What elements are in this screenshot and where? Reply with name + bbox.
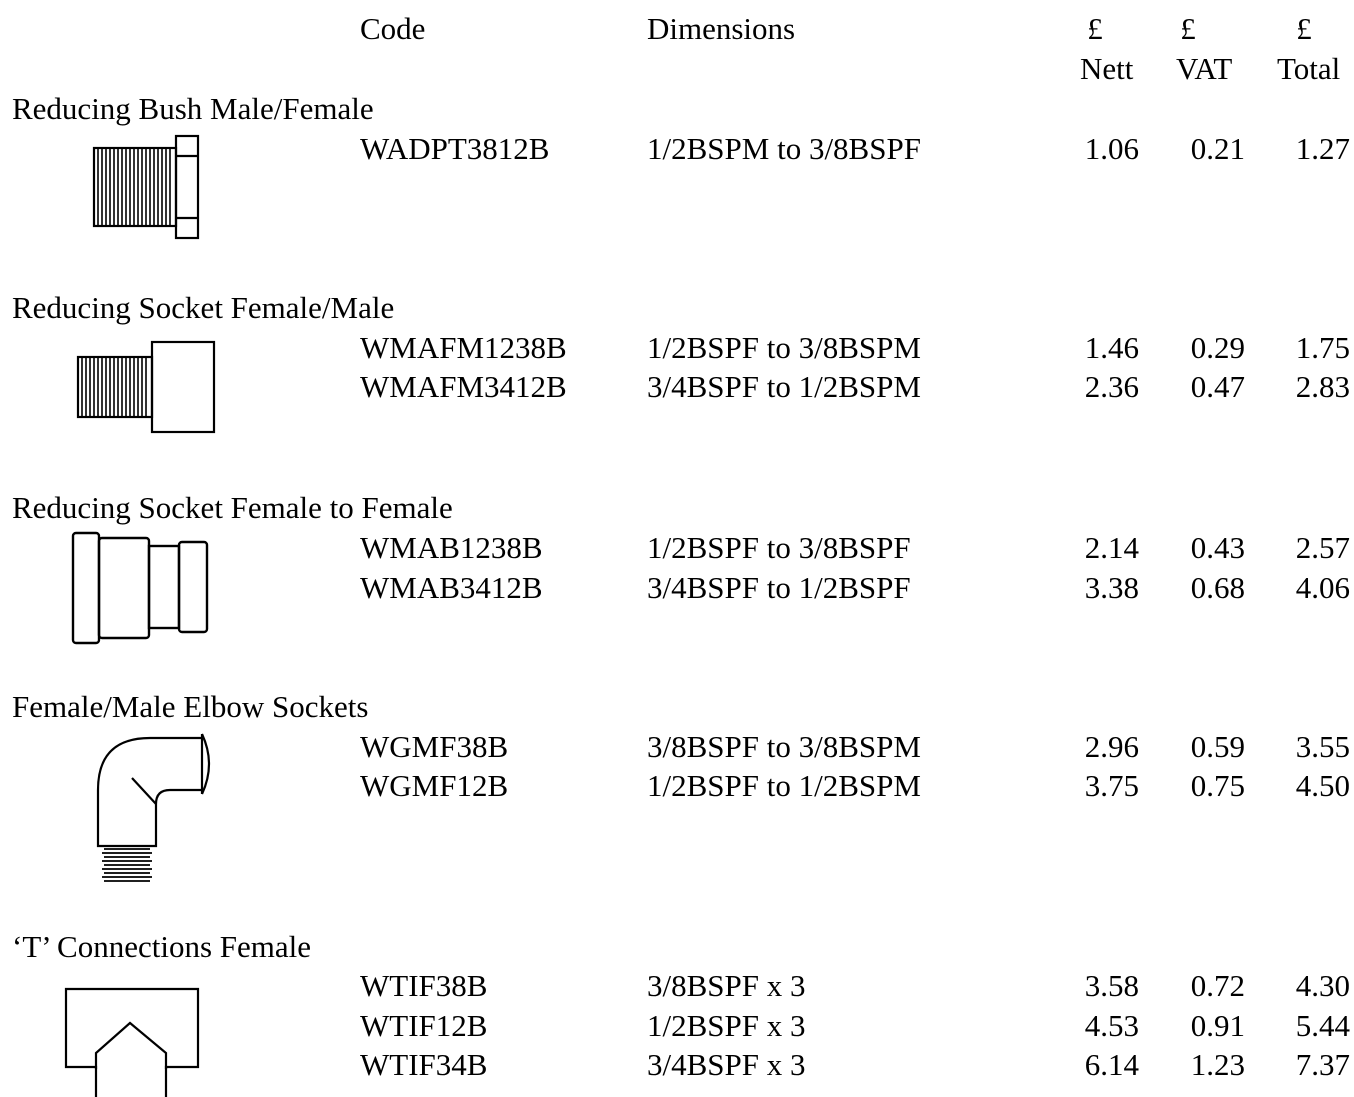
product-dimensions: 1/2BSPF to 3/8BSPF <box>647 530 911 565</box>
total-price: 4.50 <box>1295 768 1350 803</box>
vat-amount: 0.68 <box>1190 570 1245 605</box>
total-price: 4.06 <box>1295 570 1350 605</box>
product-dimensions: 3/4BSPF x 3 <box>647 1047 806 1082</box>
nett-price: 4.53 <box>1084 1008 1139 1043</box>
vat-header: VAT <box>1176 51 1233 86</box>
reducing-socket-female-icon <box>71 531 209 645</box>
vat-amount: 0.43 <box>1190 530 1245 565</box>
nett-price: 6.14 <box>1084 1047 1139 1082</box>
nett-price: 3.38 <box>1084 570 1139 605</box>
vat-amount: 0.59 <box>1190 729 1245 764</box>
code-header: Code <box>360 11 426 46</box>
vat-amount: 0.47 <box>1190 369 1245 404</box>
product-code: WTIF34B <box>360 1047 488 1082</box>
total-price: 4.30 <box>1295 968 1350 1003</box>
product-code: WMAFM3412B <box>360 369 567 404</box>
product-dimensions: 3/4BSPF to 1/2BSPF <box>647 570 911 605</box>
vat-currency-symbol: £ <box>1180 11 1196 46</box>
section-title: ‘T’ Connections Female <box>12 929 312 964</box>
total-price: 3.55 <box>1295 729 1350 764</box>
product-dimensions: 3/8BSPF to 3/8BSPM <box>647 729 921 764</box>
nett-header: Nett <box>1080 51 1134 86</box>
nett-price: 3.75 <box>1084 768 1139 803</box>
total-price: 2.83 <box>1295 369 1350 404</box>
vat-amount: 0.21 <box>1190 131 1245 166</box>
vat-amount: 0.75 <box>1190 768 1245 803</box>
product-code: WGMF38B <box>360 729 509 764</box>
section-title: Reducing Socket Female/Male <box>12 290 395 325</box>
total-price: 5.44 <box>1295 1008 1350 1043</box>
product-code: WTIF38B <box>360 968 488 1003</box>
product-dimensions: 3/8BSPF x 3 <box>647 968 806 1003</box>
section-title: Reducing Bush Male/Female <box>12 91 374 126</box>
nett-price: 1.46 <box>1084 330 1139 365</box>
nett-price: 1.06 <box>1084 131 1139 166</box>
nett-currency-symbol: £ <box>1087 11 1103 46</box>
nett-price: 2.14 <box>1084 530 1139 565</box>
product-code: WMAB3412B <box>360 570 543 605</box>
vat-amount: 0.72 <box>1190 968 1245 1003</box>
product-code: WADPT3812B <box>360 131 550 166</box>
total-price: 1.27 <box>1295 131 1350 166</box>
product-dimensions: 1/2BSPM to 3/8BSPF <box>647 131 921 166</box>
total-price: 1.75 <box>1295 330 1350 365</box>
product-code: WMAB1238B <box>360 530 543 565</box>
product-dimensions: 1/2BSPF x 3 <box>647 1008 806 1043</box>
total-header: Total <box>1277 51 1341 86</box>
t-connection-icon <box>64 987 200 1097</box>
product-code: WTIF12B <box>360 1008 488 1043</box>
reducing-socket-male-icon <box>76 340 216 434</box>
reducing-bush-icon <box>92 134 200 240</box>
vat-amount: 0.29 <box>1190 330 1245 365</box>
dimensions-header: Dimensions <box>647 11 796 46</box>
product-dimensions: 1/2BSPF to 3/8BSPM <box>647 330 921 365</box>
vat-amount: 0.91 <box>1190 1008 1245 1043</box>
product-code: WMAFM1238B <box>360 330 567 365</box>
elbow-socket-icon <box>96 733 211 882</box>
nett-price: 2.96 <box>1084 729 1139 764</box>
vat-amount: 1.23 <box>1190 1047 1245 1082</box>
total-currency-symbol: £ <box>1296 11 1312 46</box>
total-price: 2.57 <box>1295 530 1350 565</box>
nett-price: 3.58 <box>1084 968 1139 1003</box>
section-title: Reducing Socket Female to Female <box>12 490 453 525</box>
nett-price: 2.36 <box>1084 369 1139 404</box>
total-price: 7.37 <box>1295 1047 1350 1082</box>
product-dimensions: 1/2BSPF to 1/2BSPM <box>647 768 921 803</box>
section-title: Female/Male Elbow Sockets <box>12 689 369 724</box>
product-dimensions: 3/4BSPF to 1/2BSPM <box>647 369 921 404</box>
product-code: WGMF12B <box>360 768 509 803</box>
